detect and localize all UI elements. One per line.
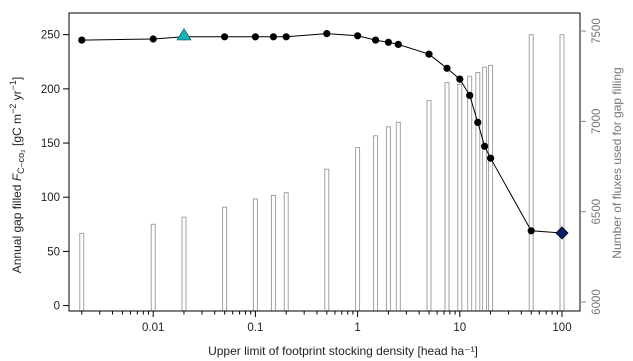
y-tick-label: 250	[41, 30, 60, 42]
data-point	[149, 35, 157, 43]
flux-count-bar	[373, 135, 379, 312]
y-tick-label: 50	[47, 246, 60, 258]
flux-count-bar	[559, 34, 565, 312]
y-label-units-close: ]	[10, 77, 24, 80]
x-tick-label: 100	[552, 322, 571, 334]
flux-count-bar	[528, 34, 534, 312]
flux-count-bar	[467, 75, 473, 312]
flux-count-bar	[482, 66, 488, 312]
flux-count-bar	[426, 100, 432, 312]
y-label-symbol: F	[10, 173, 24, 181]
flux-count-bar	[79, 232, 85, 312]
data-point	[251, 33, 259, 41]
annual-flux-line	[81, 33, 563, 234]
flux-count-bar	[181, 216, 187, 312]
x-tick-label: 10	[453, 322, 466, 334]
data-point	[487, 154, 495, 162]
flux-count-bar	[488, 64, 494, 312]
x-tick-label: 0.1	[247, 322, 263, 334]
data-point	[456, 75, 464, 83]
diamond-marker	[555, 226, 569, 240]
flux-count-bars	[79, 34, 565, 312]
flux-count-bar	[222, 206, 228, 312]
data-point	[425, 50, 433, 58]
x-tick-label: 0.01	[142, 322, 164, 334]
highlight-markers	[176, 28, 569, 240]
data-point	[78, 36, 86, 44]
y-label-units-mid: yr	[10, 90, 24, 103]
flux-count-bar	[324, 168, 330, 312]
data-point	[372, 36, 380, 44]
y-tick-label: 150	[41, 138, 60, 150]
y-tick-label: 200	[41, 84, 60, 96]
flux-count-bar	[355, 147, 361, 312]
data-point	[323, 29, 331, 38]
flux-count-bar	[475, 72, 481, 312]
data-point	[221, 33, 229, 41]
y-axis-left: 0 50 100 150 200 250	[41, 30, 69, 313]
flux-count-bar	[150, 223, 156, 312]
y2-tick-label: 6500	[591, 199, 603, 225]
flux-points	[78, 29, 566, 237]
flux-count-bar	[395, 121, 401, 312]
flux-count-bar	[283, 192, 289, 312]
x-axis: 0.01 0.1 1 10 100	[81, 311, 572, 334]
flux-count-bar	[457, 83, 463, 312]
y-label-sup2: −1	[8, 80, 18, 90]
data-point	[394, 40, 402, 49]
y-axis-label: Annual gap filled FC–co₂ [gC m−2 yr−1]	[8, 77, 26, 274]
flux-count-bar	[385, 126, 391, 312]
data-point	[466, 91, 474, 99]
data-point	[354, 32, 362, 40]
y-label-units-open: [gC m	[10, 114, 24, 149]
flux-line	[81, 33, 563, 234]
data-point	[474, 118, 482, 126]
y-label-subscript: C–co₂	[16, 149, 26, 174]
data-point	[282, 33, 290, 41]
right-axis-label: Number of fluxes used for gap filling	[610, 67, 624, 258]
triangle-marker	[176, 28, 192, 41]
data-point	[527, 227, 535, 235]
flux-count-bar	[252, 198, 258, 312]
flux-count-bar	[444, 82, 450, 312]
y-axis-right: 6000 6500 7000 7500	[580, 18, 603, 315]
data-point	[384, 38, 392, 46]
y-tick-label: 0	[54, 301, 60, 313]
y2-tick-label: 6000	[591, 289, 603, 315]
plot-frame	[68, 12, 581, 312]
x-tick-label: 1	[354, 322, 360, 334]
flux-count-bar	[270, 194, 276, 312]
x-axis-label: Upper limit of footprint stocking densit…	[208, 344, 478, 358]
data-point	[269, 33, 277, 41]
y2-tick-label: 7000	[591, 109, 603, 135]
y-label-prefix: Annual gap filled	[10, 181, 24, 273]
data-point	[481, 142, 489, 150]
y-label-sup1: −2	[8, 104, 18, 114]
data-point	[443, 64, 451, 72]
y-tick-label: 100	[41, 192, 60, 204]
y2-tick-label: 7500	[591, 18, 603, 44]
